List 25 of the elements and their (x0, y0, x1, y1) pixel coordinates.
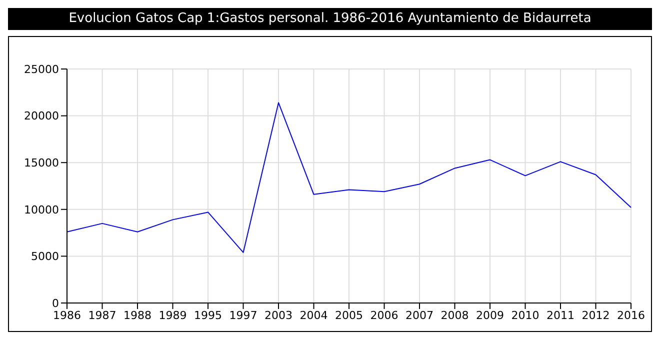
x-tick-label: 1997 (229, 308, 258, 322)
x-tick-label: 1988 (124, 308, 152, 322)
y-tick-label: 5000 (31, 250, 59, 264)
x-tick-label: 1986 (53, 308, 81, 322)
x-tick-label: 2010 (511, 308, 540, 322)
x-tick-label: 2016 (617, 308, 645, 322)
x-tick-label: 2011 (546, 308, 574, 322)
chart-title: Evolucion Gatos Cap 1:Gastos personal. 1986-2016 Ayuntamiento de Bidaurreta (8, 8, 652, 30)
x-tick-label: 2005 (335, 308, 363, 322)
x-tick-label: 2009 (476, 308, 504, 322)
y-tick-label: 20000 (24, 110, 59, 123)
x-tick-label: 2003 (264, 308, 292, 322)
x-tick-label: 1989 (158, 308, 187, 322)
x-tick-label: 2008 (440, 308, 469, 322)
y-tick-label: 25000 (24, 62, 59, 76)
x-tick-label: 2006 (370, 308, 398, 322)
x-tick-label: 1987 (88, 308, 116, 322)
x-tick-label: 1995 (194, 308, 222, 322)
x-tick-label: 2012 (582, 308, 610, 322)
y-tick-label: 0 (52, 296, 59, 310)
y-tick-label: 15000 (24, 156, 59, 170)
x-tick-label: 2004 (300, 308, 328, 322)
y-tick-label: 10000 (24, 203, 59, 216)
x-tick-label: 2007 (406, 308, 434, 322)
line-series (66, 102, 632, 253)
